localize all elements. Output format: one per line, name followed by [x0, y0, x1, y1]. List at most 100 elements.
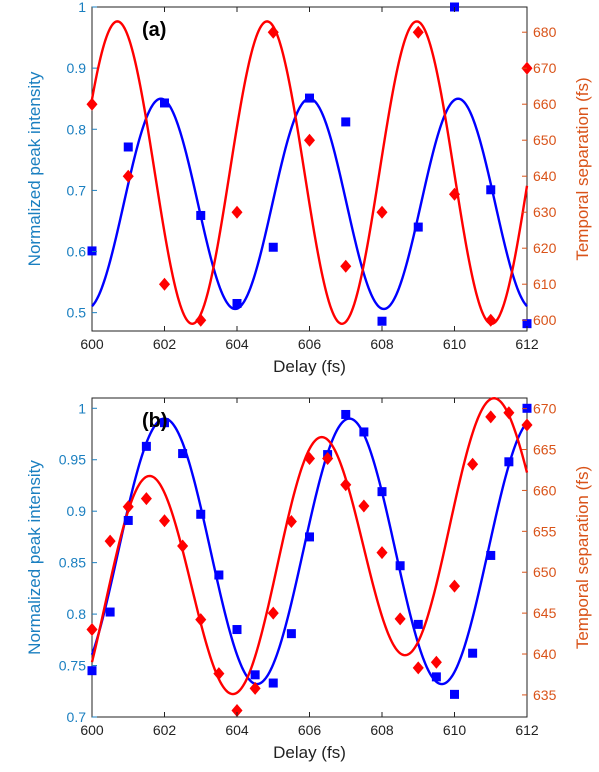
- data-point-intensity: [87, 246, 97, 256]
- x-tick-label: 602: [153, 722, 177, 738]
- data-point-intensity: [87, 666, 97, 676]
- data-point-separation: [485, 410, 497, 424]
- y2-tick-label: 670: [533, 60, 557, 76]
- data-point-separation: [195, 313, 207, 327]
- y2-tick-label: 635: [533, 687, 557, 703]
- x-tick-label: 610: [443, 722, 467, 738]
- data-point-separation: [213, 667, 225, 681]
- data-point-intensity: [522, 319, 532, 329]
- x-tick-label: 604: [225, 722, 249, 738]
- data-point-intensity: [123, 515, 133, 525]
- y-tick-label: 0.8: [67, 121, 87, 137]
- data-point-intensity: [105, 607, 115, 617]
- y2-tick-label: 650: [533, 564, 557, 580]
- data-point-separation: [503, 406, 515, 420]
- data-point-intensity: [123, 142, 133, 152]
- x-tick-label: 608: [370, 722, 394, 738]
- data-point-intensity: [214, 570, 224, 580]
- y2-tick-label: 640: [533, 168, 557, 184]
- data-point-intensity: [268, 678, 278, 688]
- data-point-separation: [231, 205, 243, 219]
- x-tick-label: 612: [515, 722, 539, 738]
- data-point-separation: [358, 499, 370, 513]
- data-point-separation: [521, 418, 533, 432]
- data-point-separation: [267, 606, 279, 620]
- data-point-separation: [140, 492, 152, 506]
- data-point-intensity: [413, 222, 423, 232]
- data-point-separation: [376, 546, 388, 560]
- data-point-separation: [448, 579, 461, 593]
- data-point-separation: [86, 97, 98, 111]
- data-point-separation: [340, 259, 352, 273]
- x-tick-label: 606: [298, 722, 322, 738]
- data-point-separation: [340, 478, 352, 492]
- data-point-intensity: [377, 316, 387, 326]
- data-point-intensity: [305, 93, 314, 103]
- x-tick-label: 612: [515, 336, 539, 352]
- data-point-separation: [158, 277, 171, 291]
- x-tick-label: 600: [80, 336, 104, 352]
- y-tick-label: 0.6: [67, 244, 87, 260]
- panel-label-a: (a): [142, 19, 166, 41]
- y2-tick-label: 655: [533, 523, 557, 539]
- data-point-separation: [249, 681, 261, 695]
- data-point-intensity: [141, 441, 151, 451]
- y2-tick-label: 610: [533, 276, 557, 292]
- data-point-separation: [485, 313, 497, 327]
- y2-tick-label: 620: [533, 240, 557, 256]
- y-tick-label: 0.95: [59, 452, 86, 468]
- y-axis-label-a: Normalized peak intensity: [25, 71, 44, 266]
- data-point-separation: [412, 25, 424, 39]
- data-point-separation: [285, 515, 297, 529]
- data-point-intensity: [486, 550, 496, 560]
- data-point-intensity: [341, 409, 351, 419]
- data-point-intensity: [377, 487, 387, 497]
- y-tick-label: 0.5: [67, 305, 87, 321]
- data-point-intensity: [268, 242, 278, 252]
- data-point-separation: [177, 539, 189, 553]
- data-point-separation: [195, 613, 207, 627]
- data-point-intensity: [196, 509, 206, 519]
- data-point-separation: [322, 452, 334, 466]
- data-point-separation: [376, 205, 388, 219]
- data-point-separation: [467, 457, 479, 471]
- data-point-intensity: [160, 98, 169, 108]
- data-point-intensity: [431, 672, 441, 682]
- data-point-intensity: [395, 561, 405, 571]
- y2-tick-label: 665: [533, 442, 557, 458]
- y-tick-label: 0.7: [67, 182, 87, 198]
- data-point-intensity: [305, 532, 314, 542]
- y-tick-label: 0.9: [67, 60, 87, 76]
- x-axis-label-b: Delay (fs): [273, 743, 346, 762]
- x-tick-label: 608: [370, 336, 394, 352]
- y-axis-label-b: Normalized peak intensity: [25, 460, 44, 655]
- data-point-intensity: [160, 418, 169, 428]
- data-point-separation: [303, 133, 316, 147]
- y-tick-label: 0.75: [59, 658, 86, 674]
- data-point-intensity: [450, 689, 459, 699]
- data-point-separation: [303, 452, 316, 466]
- plot-frame-b: [91, 397, 528, 718]
- data-point-separation: [158, 514, 171, 528]
- y2-axis-label-a: Temporal separation (fs): [573, 77, 592, 260]
- data-point-intensity: [178, 449, 188, 459]
- panel-a: 600 602 604 606 608 610 612 0.5 0.6 0.7 0.8 0.9 1 6…: [25, 0, 592, 376]
- y2-tick-label: 650: [533, 132, 557, 148]
- y-tick-label: 0.8: [67, 606, 87, 622]
- data-point-intensity: [232, 298, 242, 308]
- data-point-separation: [394, 612, 406, 626]
- data-point-separation: [448, 187, 461, 201]
- y2-tick-label: 670: [533, 401, 557, 417]
- y-tick-label: 0.9: [67, 503, 87, 519]
- y2-tick-label: 645: [533, 605, 557, 621]
- data-point-separation: [122, 169, 134, 183]
- y2-tick-label: 660: [533, 96, 557, 112]
- data-point-separation: [104, 534, 116, 548]
- y-tick-label: 0.7: [67, 709, 87, 725]
- fit-curve-separation: [90, 397, 529, 696]
- x-axis-label-a: Delay (fs): [273, 357, 346, 376]
- data-point-intensity: [250, 670, 260, 680]
- data-point-intensity: [341, 117, 351, 127]
- x-tick-label: 602: [153, 336, 177, 352]
